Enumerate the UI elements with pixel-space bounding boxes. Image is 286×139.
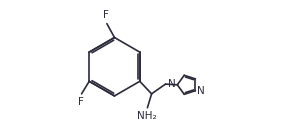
- Text: F: F: [103, 10, 109, 20]
- Text: NH₂: NH₂: [137, 111, 156, 121]
- Text: N: N: [168, 79, 176, 89]
- Text: F: F: [78, 97, 84, 107]
- Text: N: N: [197, 86, 205, 96]
